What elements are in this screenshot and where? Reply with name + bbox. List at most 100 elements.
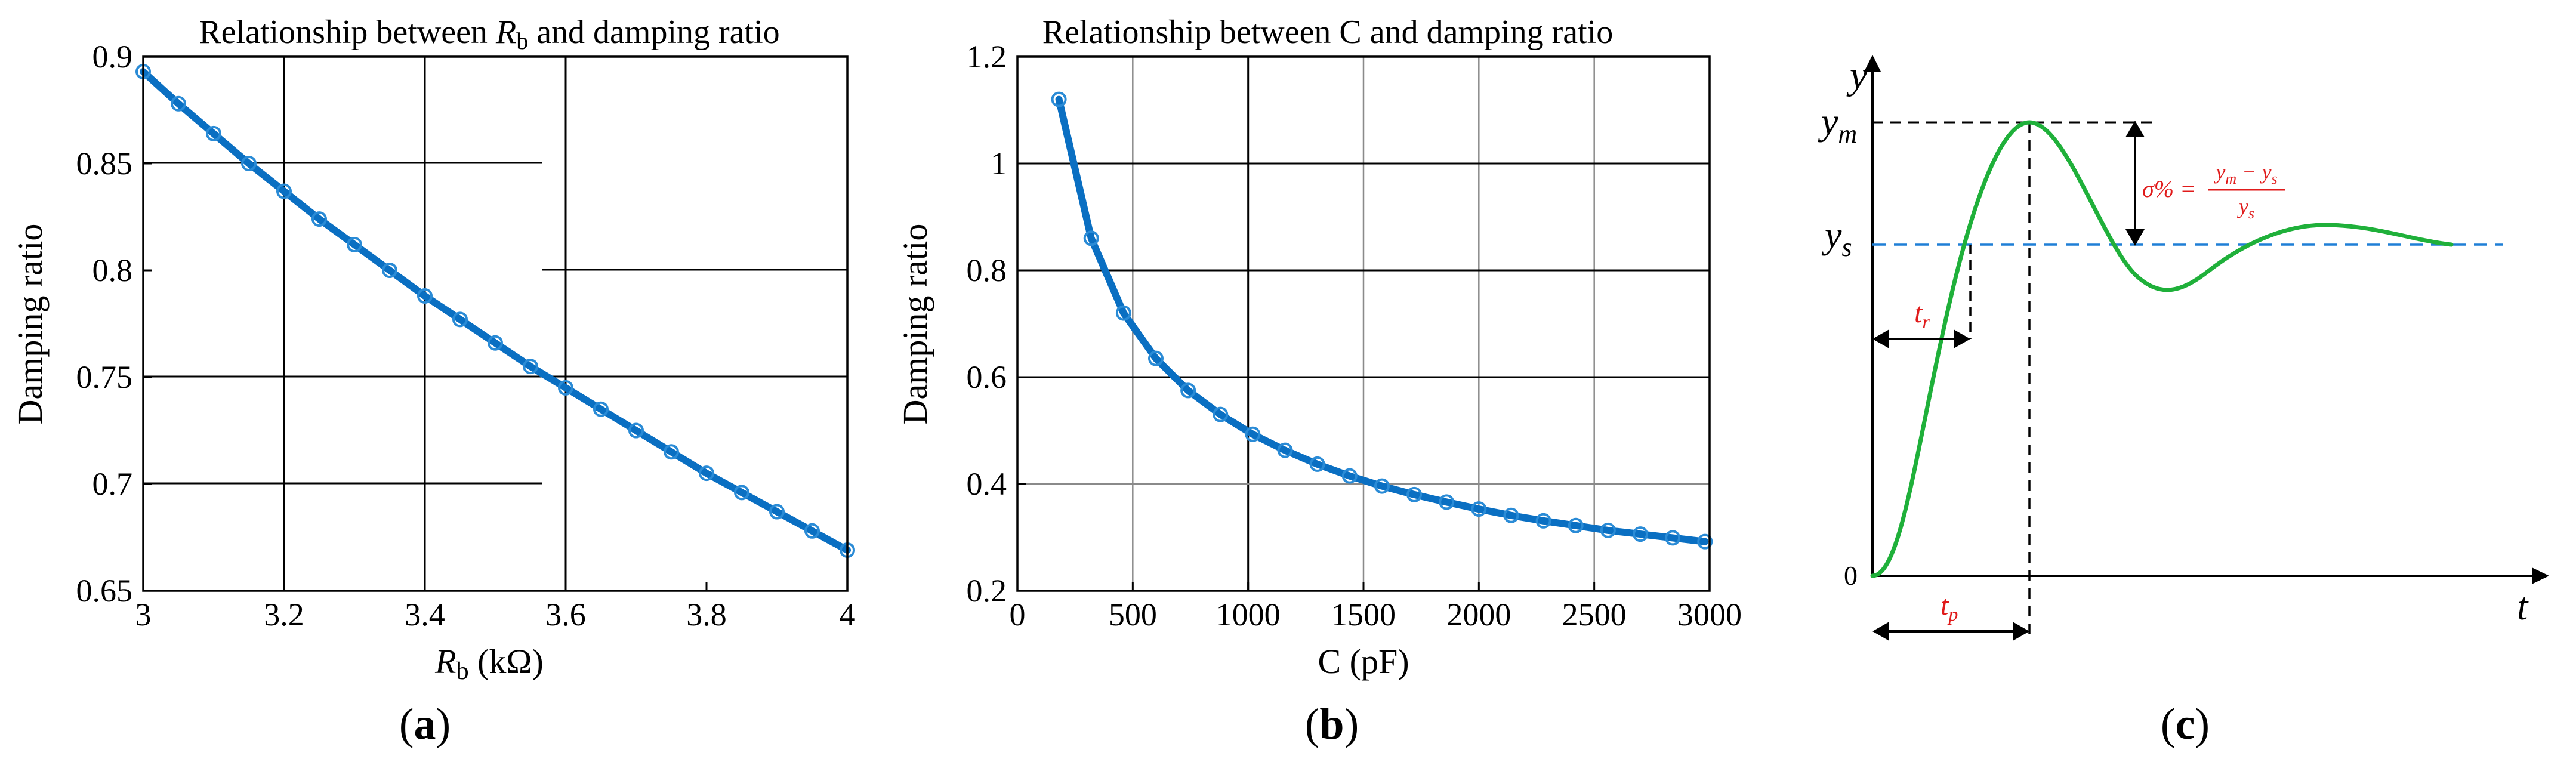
x-tick-label: 3000 [1677,597,1742,633]
chart-a-ylabel: Damping ratio [11,224,50,425]
origin-label: 0 [1844,560,1858,591]
data-point [1471,501,1487,517]
step-response-curve [1870,120,2454,578]
x-tick-label: 3.6 [545,597,586,633]
y-tick-label: 0.8 [967,252,1007,288]
tr-arrow-right-icon [1954,329,1970,348]
data-point [1213,406,1229,422]
tr-label: tr [1914,297,1930,332]
x-tick-label: 500 [1109,597,1157,633]
data-point [1083,230,1099,246]
data-point [1180,382,1196,399]
ym-label: ym [1818,100,1857,149]
y-tick-label: 0.7 [92,466,133,502]
overshoot-formula-denominator: ys [2237,195,2254,222]
chart-a-data [135,64,855,558]
data-point [1148,350,1164,366]
data-point [311,211,327,227]
chart-b: Relationship between C and damping ratio… [896,14,1742,749]
chart-b-title: Relationship between C and damping ratio [1042,14,1613,51]
x-tick-label: 2000 [1446,597,1511,633]
data-point [171,95,186,112]
data-point [1503,507,1519,523]
panel-label-a: (a) [399,700,451,749]
panel-label-b: (b) [1305,700,1359,749]
data-point [699,465,714,482]
data-point [628,422,644,439]
data-point [1277,442,1293,458]
chart-b-xlabel: C (pF) [1318,642,1409,681]
y-tick-label: 0.75 [76,359,133,395]
chart-a-xlabel: Rb (kΩ) [434,642,544,685]
x-tick-label: 1500 [1331,597,1396,633]
data-point [734,485,749,501]
x-tick-label: 3.4 [405,597,445,633]
overshoot-formula: σ% = ym − ys ys [2142,160,2285,222]
data-point [1535,513,1551,529]
overshoot-formula-lhs: σ% = [2142,175,2196,202]
y-tick-label: 0.65 [76,573,133,609]
data-point [804,523,820,539]
data-point [558,380,573,396]
x-tick-label: 2500 [1562,597,1627,633]
data-point [347,237,362,253]
tp-arrow-left-icon [1872,622,1889,641]
ys-label: ys [1821,214,1852,262]
tp-label: tp [1941,590,1958,625]
overshoot-arrow-up-icon [2125,121,2145,137]
overshoot-arrow-down-icon [2125,229,2145,246]
data-point [523,359,538,375]
overshoot-formula-numerator: ym − ys [2214,160,2277,187]
data-point [769,504,785,520]
data-point [1406,486,1423,502]
data-point [241,156,257,171]
data-point [488,335,503,351]
y-tick-label: 0.85 [76,146,133,181]
y-axis-arrow-icon [1864,55,1881,72]
tr-arrow-left-icon [1872,329,1889,348]
data-point [1309,456,1325,472]
y-tick-label: 0.8 [92,252,133,288]
data-point [1665,530,1681,546]
chart-a-gridlines [143,57,847,591]
chart-b-data [1051,91,1713,550]
y-tick-label: 0.9 [92,39,133,75]
data-point [1600,522,1616,538]
data-point [1439,494,1455,510]
data-point [1341,468,1358,484]
data-point [1245,426,1261,442]
y-tick-label: 1.2 [967,39,1007,75]
data-point [664,444,679,460]
y-tick-label: 0.6 [967,359,1007,395]
data-point [1374,478,1390,494]
x-tick-label: 4 [840,597,856,633]
x-axis-label: t [2517,585,2529,628]
data-point [382,263,397,278]
x-tick-label: 1000 [1216,597,1281,633]
x-tick-label: 3.8 [686,597,727,633]
data-point [593,401,609,417]
tp-arrow-right-icon [2013,622,2029,641]
chart-b-ticks: 0 500 1000 1500 2000 2500 3000 0.2 0.4 0.6 0.8 1 1.2 [967,39,1742,633]
data-point [1633,526,1648,542]
chart-a-ticks: 3 3.2 3.4 3.6 3.8 4 0.65 0.7 0.75 0.8 0.85 0.9 [76,39,856,633]
data-point [1568,517,1584,533]
x-tick-label: 3 [135,597,152,633]
y-tick-label: 0.4 [967,466,1007,502]
chart-b-gridlines [1017,57,1710,591]
diagram-c: y t 0 ym ys σ% = ym − ys ys tr [1818,54,2549,749]
data-point [276,183,292,199]
y-tick-label: 0.2 [967,573,1007,609]
chart-a-title: Relationship between Rb and damping rati… [199,14,779,54]
x-axis-arrow-icon [2532,567,2549,584]
data-point [1697,533,1713,550]
data-point [452,311,468,328]
chart-b-ylabel: Damping ratio [896,224,934,425]
series-line [1055,95,1709,545]
chart-a: Relationship between Rb and damping rati… [11,14,856,749]
panel-label-c: (c) [2161,700,2210,749]
data-point [1115,305,1131,321]
series-line [140,68,851,554]
y-tick-label: 1 [991,146,1007,181]
